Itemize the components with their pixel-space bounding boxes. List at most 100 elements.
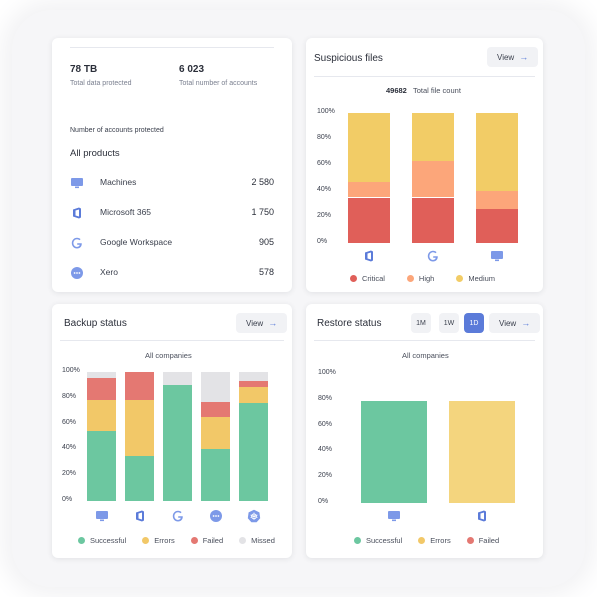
bar-segment-medium[interactable] (412, 113, 454, 162)
legend-label: High (418, 274, 435, 283)
bar-segment-high[interactable] (412, 161, 454, 198)
bar-segment-critical[interactable] (476, 209, 518, 243)
section-title: Number of accounts protected (70, 127, 164, 134)
bar-segment-errors[interactable] (125, 400, 154, 456)
legend-item-missed: Missed (239, 536, 275, 545)
bar-segment-missed[interactable] (201, 372, 230, 402)
legend-swatch (456, 275, 464, 282)
bar-segment-successful[interactable] (201, 449, 230, 501)
kubernetes-icon (247, 509, 261, 523)
legend-label: Successful (366, 536, 403, 545)
bar-segment-errors[interactable] (239, 387, 268, 403)
bar-segment-critical[interactable] (348, 197, 390, 243)
legend-item-successful: Successful (78, 536, 126, 545)
arrow-right-icon: → (519, 52, 529, 62)
legend-item-medium: Medium (456, 274, 495, 283)
bar-segment-failed[interactable] (125, 372, 154, 401)
legend-item-failed: Failed (466, 536, 499, 545)
legend-swatch (354, 537, 361, 544)
y-tick-label: 0% (317, 238, 328, 245)
chart-subtitle: All companies (402, 351, 449, 360)
bar-segment-successful[interactable] (361, 401, 427, 503)
legend-item-successful: Successful (354, 536, 402, 545)
product-row-microsoft-365[interactable]: Microsoft 365 1 750 (70, 206, 274, 220)
bar-segment-failed[interactable] (87, 378, 116, 401)
microsoft-365-icon (475, 509, 489, 523)
y-tick-label: 20% (317, 212, 332, 219)
legend-swatch (190, 537, 198, 544)
y-tick-label: 20% (62, 470, 77, 478)
y-tick-label: 100% (317, 108, 335, 115)
bar-segment-errors[interactable] (201, 417, 230, 450)
legend-item-errors: Errors (418, 536, 451, 545)
bar-segment-medium[interactable] (476, 113, 518, 191)
view-label: View (499, 318, 517, 328)
bar-segment-medium[interactable] (348, 113, 390, 182)
bar-segment-successful[interactable] (125, 455, 154, 501)
google-icon (71, 237, 82, 249)
bar-segment-successful[interactable] (239, 402, 268, 501)
monitor-icon (71, 178, 83, 189)
bar-segment-high[interactable] (348, 181, 390, 198)
bar-segment-missed[interactable] (87, 372, 116, 379)
y-tick-label: 40% (318, 446, 333, 454)
monitor-icon (387, 509, 401, 523)
y-tick-label: 0% (318, 498, 329, 505)
legend-label: Missed (251, 536, 275, 545)
chart-legend: Successful Errors Failed Missed (78, 536, 275, 545)
bar-segment-errors[interactable] (449, 401, 515, 503)
legend-swatch (418, 537, 426, 544)
bar-segment-successful[interactable] (87, 431, 116, 501)
y-tick-label: 100% (318, 369, 336, 376)
view-button[interactable]: View → (487, 47, 539, 67)
product-name: Microsoft 365 (100, 207, 152, 217)
google-icon (171, 509, 185, 523)
legend-swatch (406, 275, 414, 282)
suspicious-files-card: Suspicious files View → 49682 Total file… (306, 38, 543, 292)
range-button-1w[interactable]: 1W (439, 313, 459, 333)
view-button[interactable]: View → (489, 313, 541, 333)
product-value: 2 580 (251, 177, 274, 187)
legend-label: Successful (90, 536, 127, 545)
legend-item-failed: Failed (190, 536, 224, 545)
card-title: Backup status (64, 318, 127, 329)
legend-label: Medium (468, 274, 496, 283)
product-row-xero[interactable]: Xero 578 (70, 266, 274, 280)
bar-segment-failed[interactable] (201, 401, 230, 418)
file-count: 49682 Total file count (386, 86, 461, 95)
xero-icon (209, 509, 223, 523)
chart-subtitle: All companies (145, 351, 192, 360)
y-tick-label: 80% (62, 392, 77, 400)
product-row-google-workspace[interactable]: Google Workspace 905 (70, 236, 274, 250)
view-button[interactable]: View → (236, 313, 288, 333)
chart-legend: Critical High Medium (350, 274, 495, 283)
legend-item-errors: Errors (142, 536, 175, 545)
product-value: 1 750 (251, 207, 274, 217)
bar-segment-missed[interactable] (163, 372, 192, 385)
arrow-right-icon: → (268, 318, 278, 328)
legend-label: Errors (430, 536, 451, 545)
y-tick-label: 60% (62, 418, 77, 426)
legend-swatch (78, 537, 85, 544)
xero-icon (71, 267, 83, 279)
bar-segment-critical[interactable] (412, 197, 454, 243)
product-value: 905 (258, 237, 274, 247)
bar-segment-errors[interactable] (87, 400, 116, 432)
y-tick-label: 40% (62, 444, 77, 452)
divider (70, 47, 274, 48)
range-button-1d[interactable]: 1D (464, 313, 484, 333)
range-button-1m[interactable]: 1M (411, 313, 431, 333)
divider (60, 340, 284, 341)
bar-segment-high[interactable] (476, 191, 518, 210)
product-name: Machines (100, 177, 137, 187)
legend-label: Failed (202, 536, 224, 545)
bar-segment-failed[interactable] (239, 381, 268, 388)
card-title: Restore status (317, 318, 382, 329)
y-tick-label: 60% (317, 160, 332, 167)
accounts-card: 78 TB Total data protected 6 023 Total n… (52, 38, 292, 292)
bar-segment-missed[interactable] (239, 372, 268, 382)
product-row-machines[interactable]: Machines 2 580 (70, 176, 274, 190)
divider (314, 76, 535, 77)
bar-segment-successful[interactable] (163, 384, 192, 501)
data-protected-value: 78 TB (70, 64, 98, 75)
